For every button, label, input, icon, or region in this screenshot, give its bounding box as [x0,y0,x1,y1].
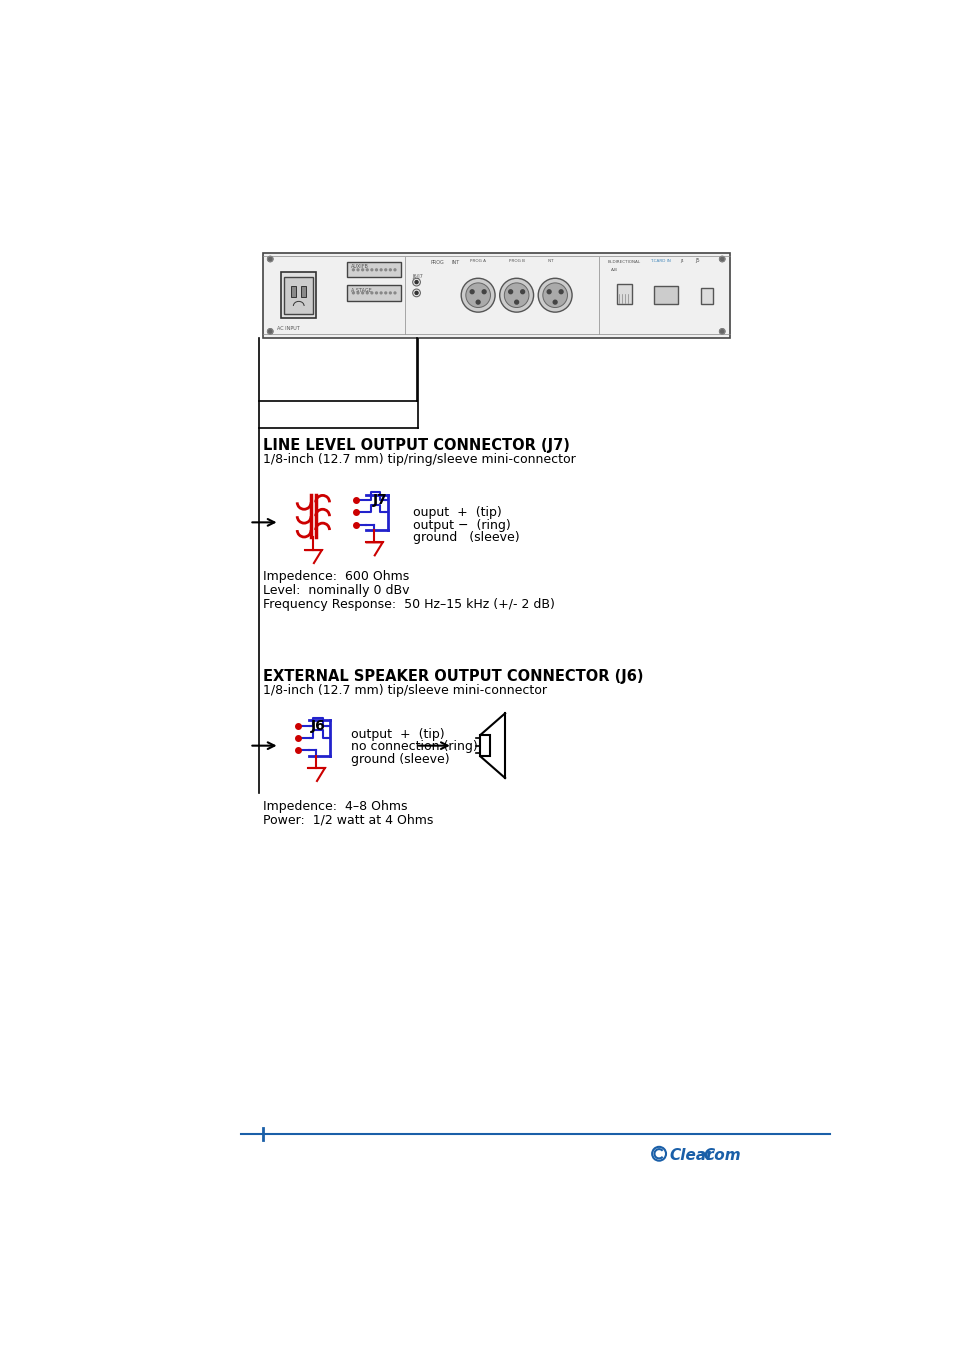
Text: A STAGE: A STAGE [351,288,372,293]
Text: INT: INT [451,259,459,265]
Circle shape [515,300,518,304]
Text: ground (sleeve): ground (sleeve) [351,752,449,765]
Circle shape [553,300,557,304]
Circle shape [481,290,486,294]
Circle shape [366,269,368,271]
Circle shape [537,278,572,312]
Circle shape [389,292,391,294]
Bar [653,286,678,305]
Text: output −  (ring): output − (ring) [413,518,510,532]
Text: Impedence:  4–8 Ohms: Impedence: 4–8 Ohms [262,799,407,813]
Circle shape [542,284,567,308]
Circle shape [504,284,528,308]
Text: AUXIFB: AUXIFB [351,265,369,270]
Circle shape [394,292,395,294]
Bar [347,285,400,301]
Circle shape [384,269,386,271]
Circle shape [352,292,354,294]
Text: Com: Com [703,1149,740,1164]
Text: no connection (ring): no connection (ring) [351,740,477,753]
Circle shape [460,278,495,312]
Bar [284,277,313,313]
Circle shape [415,281,417,284]
Circle shape [415,292,417,294]
Circle shape [361,292,363,294]
Text: 1/8-inch (12.7 mm) tip/sleeve mini-connector: 1/8-inch (12.7 mm) tip/sleeve mini-conne… [262,684,546,697]
Text: PROG B: PROG B [508,259,524,262]
Circle shape [384,292,386,294]
Circle shape [371,269,373,271]
Text: A-B: A-B [611,267,618,271]
Circle shape [361,269,363,271]
Circle shape [508,290,512,294]
Circle shape [371,292,373,294]
Text: LINE LEVEL OUTPUT CONNECTOR (J7): LINE LEVEL OUTPUT CONNECTOR (J7) [262,437,569,452]
Text: J6: J6 [311,718,326,733]
Text: ground   (sleeve): ground (sleeve) [413,531,518,544]
Circle shape [470,290,474,294]
Text: ·: · [699,1149,704,1164]
Circle shape [267,256,273,262]
Text: INT: INT [547,259,554,262]
Text: Impedence:  600 Ohms: Impedence: 600 Ohms [262,570,409,583]
Circle shape [465,284,490,308]
Circle shape [547,290,551,294]
Circle shape [366,292,368,294]
Circle shape [394,269,395,271]
Circle shape [356,269,358,271]
Text: PROG: PROG [430,259,444,265]
Circle shape [375,269,377,271]
Bar [291,286,296,297]
Text: T-CARD IN: T-CARD IN [649,259,670,262]
Circle shape [389,269,391,271]
Bar [301,286,306,297]
Circle shape [520,290,524,294]
Text: Power:  1/2 watt at 4 Ohms: Power: 1/2 watt at 4 Ohms [262,814,433,826]
Circle shape [380,292,381,294]
Text: BI-DIRECTIONAL: BI-DIRECTIONAL [607,261,640,265]
Text: Clear: Clear [669,1149,714,1164]
Bar [262,252,729,338]
Bar [480,734,489,756]
Bar [700,288,712,305]
Circle shape [380,269,381,271]
Circle shape [476,300,479,304]
Text: Frequency Response:  50 Hz–15 kHz (+/- 2 dB): Frequency Response: 50 Hz–15 kHz (+/- 2 … [262,598,554,610]
Circle shape [499,278,533,312]
Text: J4: J4 [679,259,682,262]
Circle shape [375,292,377,294]
Circle shape [267,328,273,333]
Circle shape [719,256,724,262]
Text: EXTERNAL SPEAKER OUTPUT CONNECTOR (J6): EXTERNAL SPEAKER OUTPUT CONNECTOR (J6) [262,668,642,683]
Circle shape [719,328,724,333]
Bar [347,262,400,278]
Text: J5: J5 [695,258,700,263]
Text: PROG A: PROG A [470,259,486,262]
Circle shape [356,292,358,294]
Text: output  +  (tip): output + (tip) [351,728,444,741]
Text: AC INPUT: AC INPUT [277,325,299,331]
Bar [616,285,632,305]
Text: Level:  nominally 0 dBv: Level: nominally 0 dBv [262,585,409,597]
Circle shape [558,290,562,294]
Text: 1/8-inch (12.7 mm) tip/ring/sleeve mini-connector: 1/8-inch (12.7 mm) tip/ring/sleeve mini-… [262,454,575,466]
Text: J6/J7: J6/J7 [412,274,422,279]
Text: ouput  +  (tip): ouput + (tip) [413,506,501,520]
Bar [281,273,316,319]
Circle shape [352,269,354,271]
Text: J7: J7 [373,493,387,508]
